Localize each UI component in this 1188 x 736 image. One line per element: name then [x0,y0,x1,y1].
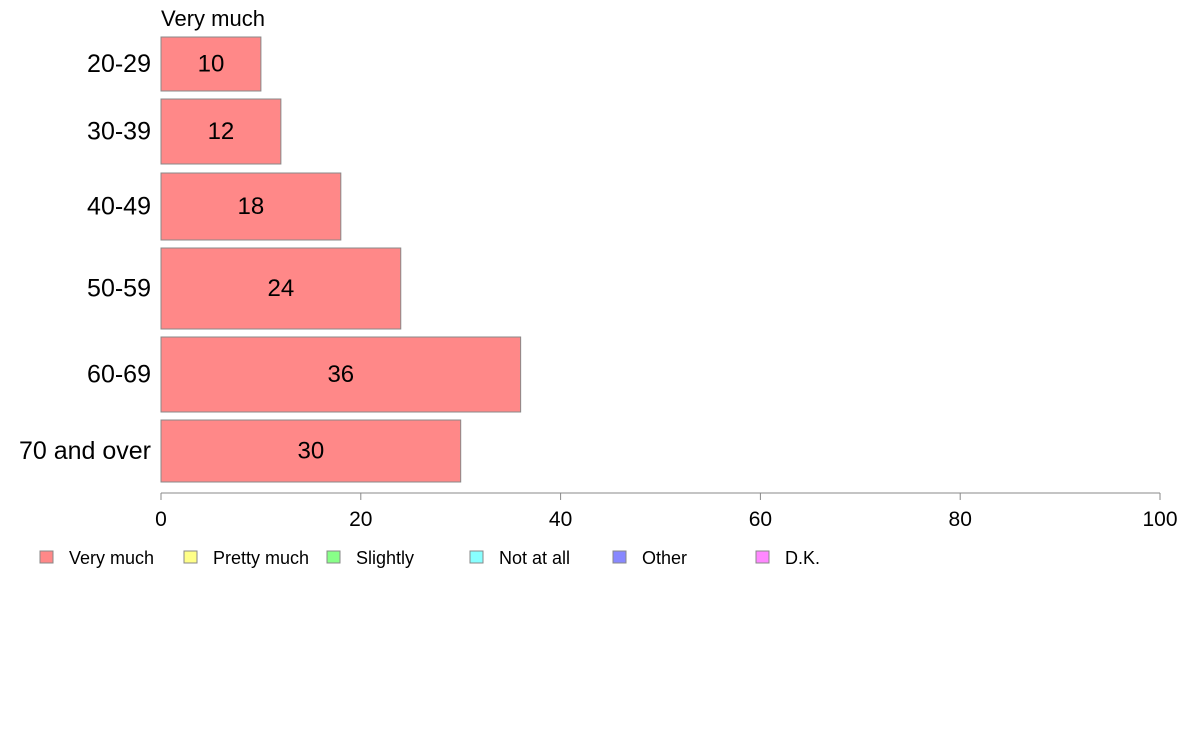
legend-label: Pretty much [213,548,309,568]
x-tick-label: 100 [1142,508,1177,531]
legend-label: Very much [69,548,154,568]
x-tick-label: 80 [949,508,972,531]
bar-50-59 [160,247,402,330]
legend-swatch [183,550,198,564]
legend-label: D.K. [785,548,820,568]
bar-value-label: 24 [268,275,295,302]
bar-value-label: 12 [208,118,235,145]
x-tick-label: 60 [749,508,772,531]
legend-label: Slightly [356,548,414,568]
category-label: 30-39 [87,118,151,146]
legend-label: Not at all [499,548,570,568]
category-label: 50-59 [87,275,151,303]
series-title: Very much [161,6,265,31]
legend: Very much Pretty much Slightly Not at all Ot… [39,548,820,568]
bar-40-49 [160,172,342,241]
bars-layer: 10 20-29 12 30-39 18 40-49 24 50-59 36 60-69 30 70 … [19,36,522,483]
x-tick-label: 40 [549,508,572,531]
category-label: 20-29 [87,50,151,78]
bar-value-label: 36 [327,361,354,388]
category-label: 40-49 [87,193,151,221]
bar-value-label: 30 [297,438,324,465]
x-axis: 0 20 40 60 80 100 [155,492,1178,531]
bar-70-and-over [160,419,462,483]
legend-swatch [612,550,627,564]
x-tick-label: 20 [349,508,372,531]
legend-swatch [326,550,341,564]
bar-20-29 [160,36,262,92]
legend-swatch [755,550,770,564]
legend-swatch [39,550,54,564]
bar-30-39 [160,98,282,165]
legend-label: Other [642,548,687,568]
bar-value-label: 18 [238,193,265,220]
bar-60-69 [160,336,522,413]
legend-swatch [469,550,484,564]
x-tick-label: 0 [155,508,167,531]
category-label: 70 and over [19,437,151,465]
bar-value-label: 10 [198,51,225,78]
category-label: 60-69 [87,361,151,389]
